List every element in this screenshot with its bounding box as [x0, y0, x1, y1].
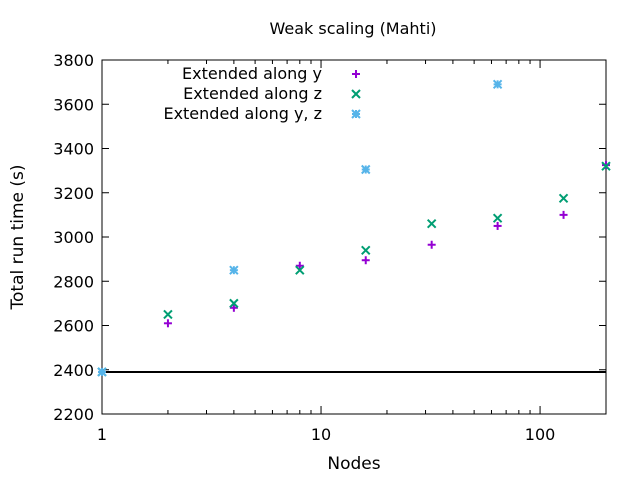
series-2 [97, 161, 611, 377]
data-point [97, 367, 107, 377]
x-tick-label: 100 [525, 425, 556, 444]
legend-entry-label: Extended along y, z [163, 104, 322, 123]
data-point [492, 213, 503, 223]
x-tick-label: 10 [311, 425, 331, 444]
data-point [229, 303, 238, 312]
series-3 [97, 79, 503, 377]
y-tick-label: 2200 [53, 405, 94, 424]
y-tick-label: 2800 [53, 272, 94, 291]
legend-entry-label: Extended along y [182, 64, 322, 83]
data-point [558, 193, 569, 203]
data-point [295, 261, 304, 270]
data-point [361, 256, 370, 265]
legend-entry-marker [352, 70, 360, 78]
data-point [361, 245, 371, 255]
data-point [229, 265, 239, 275]
y-tick-label: 3600 [53, 95, 94, 114]
data-point [163, 319, 172, 328]
series-1 [98, 161, 610, 376]
y-tick-label: 2400 [53, 361, 94, 380]
x-axis: 1 10 100 [97, 60, 607, 444]
data-point [601, 161, 611, 171]
legend-entry-marker [351, 89, 361, 99]
data-point [361, 164, 371, 175]
legend-entry-label: Extended along z [183, 84, 322, 103]
data-point [229, 298, 239, 309]
y-tick-label: 3400 [53, 140, 94, 159]
x-tick-label: 1 [97, 425, 107, 444]
data-point [163, 309, 173, 320]
data-point [427, 240, 436, 249]
data-point [426, 219, 437, 229]
y-tick-label: 3800 [53, 51, 94, 70]
data-point [492, 79, 503, 90]
y-axis: 2200 2400 2600 2800 3000 3200 3400 3600 3800 [53, 51, 606, 424]
data-point [493, 221, 502, 230]
data-point [559, 210, 568, 219]
legend-entry-marker [351, 109, 361, 119]
y-tick-label: 2600 [53, 317, 94, 336]
series-layer [97, 79, 611, 377]
y-tick-label: 3000 [53, 228, 94, 247]
y-axis-label: Total run time (s) [8, 165, 28, 311]
chart-title: Weak scaling (Mahti) [269, 19, 436, 38]
x-axis-label: Nodes [327, 454, 380, 474]
data-point [295, 265, 305, 275]
y-tick-label: 3200 [53, 184, 94, 203]
